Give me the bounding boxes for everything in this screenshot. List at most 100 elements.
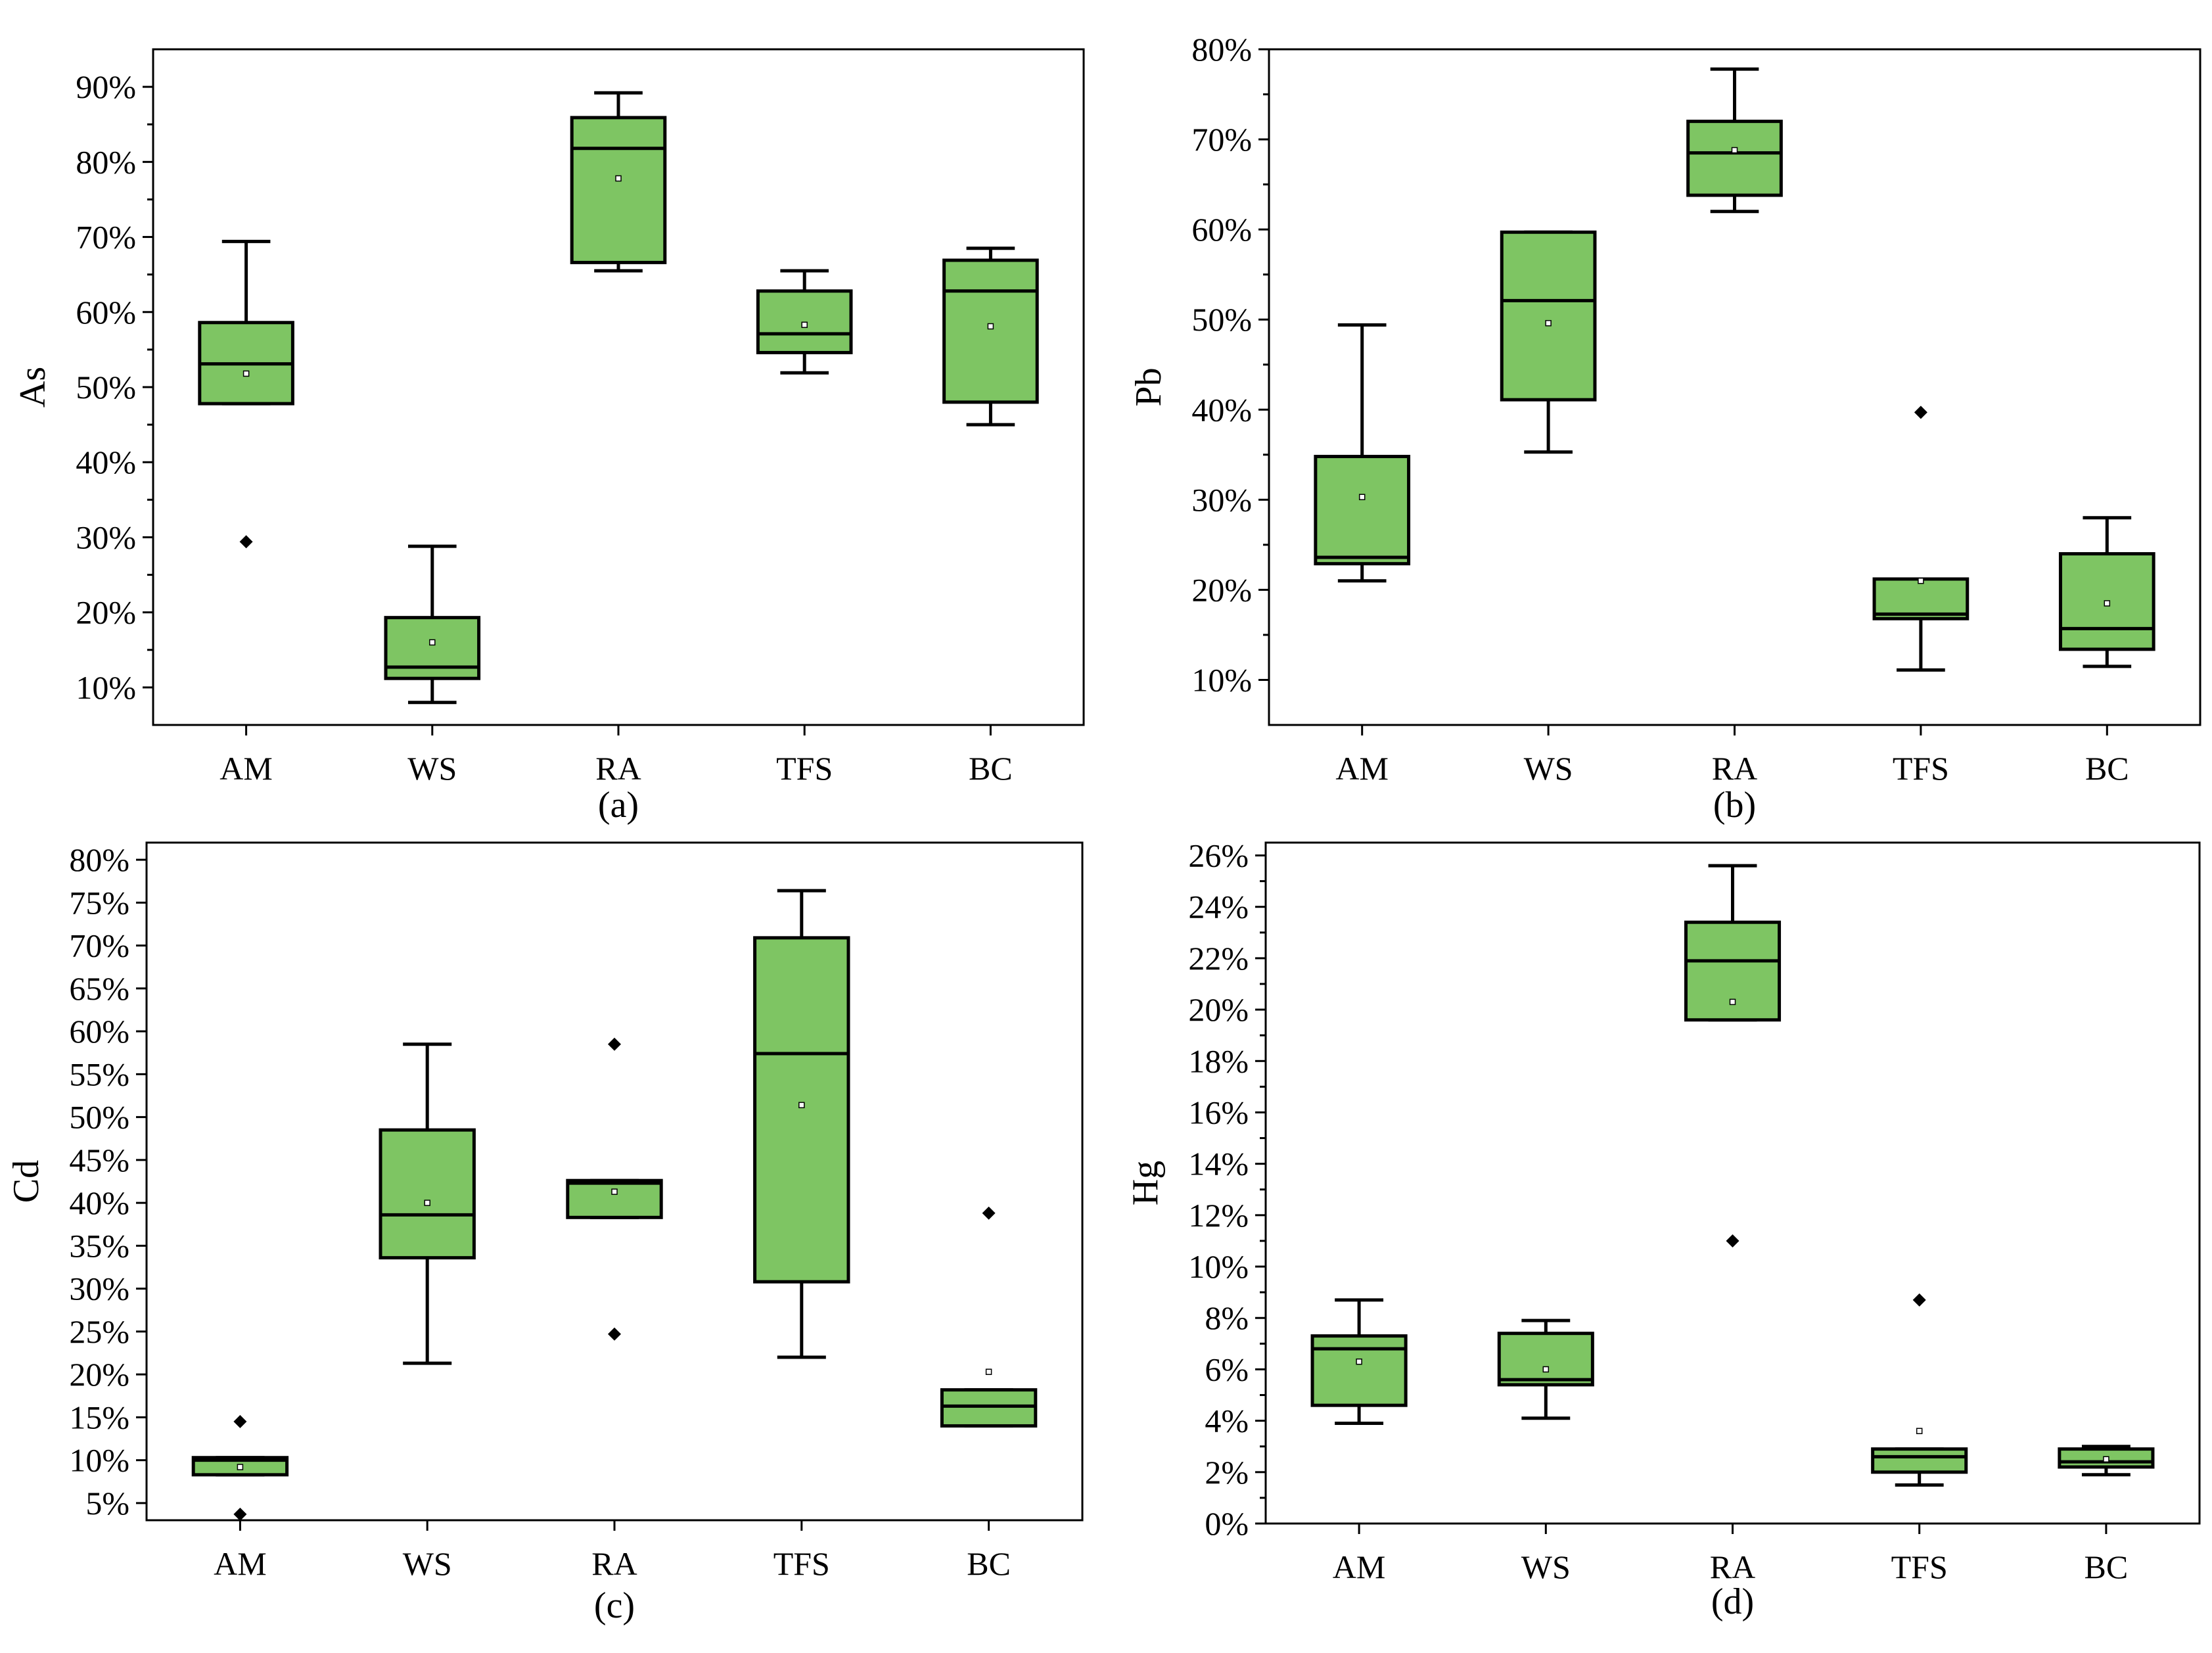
x-tick-label: TFS — [1891, 1548, 1948, 1585]
box-ws — [379, 1042, 476, 1365]
x-tick-label: RA — [1710, 1548, 1755, 1585]
box-body — [753, 936, 850, 1284]
y-tick-label: 24% — [1188, 889, 1249, 925]
mean-marker — [615, 175, 622, 182]
mean-marker — [987, 323, 994, 330]
y-tick-label: 14% — [1188, 1146, 1249, 1182]
y-tick-label: 15% — [69, 1399, 129, 1435]
box-tfs — [1872, 406, 1970, 672]
mean-marker — [424, 1199, 430, 1206]
x-tick-label: AM — [1335, 750, 1389, 787]
mean-marker — [985, 1368, 992, 1375]
mean-marker — [2104, 600, 2111, 607]
mean-marker — [1916, 1428, 1923, 1435]
y-tick-label: 35% — [69, 1227, 129, 1264]
x-tick-label: TFS — [776, 750, 833, 787]
box-ra — [570, 91, 667, 273]
panel-b-pb: 10% 20% 30% 40% 50% 60% 70% 80% Pb AM WS RA TFS BC (b) — [1128, 31, 2201, 826]
box-body — [570, 116, 667, 264]
x-tick-label: AM — [219, 750, 273, 787]
y-tick-label: 20% — [69, 1356, 129, 1393]
y-axis-label: As — [12, 367, 53, 407]
mean-marker — [1545, 319, 1552, 327]
box-body — [1310, 1334, 1408, 1407]
outlier-point — [608, 1037, 621, 1051]
mean-marker — [429, 639, 436, 646]
x-tick-label: WS — [407, 750, 457, 787]
outlier-point — [982, 1206, 996, 1220]
box-body — [1500, 230, 1597, 402]
panel-label: (a) — [598, 785, 639, 826]
box-body — [379, 1128, 476, 1260]
y-tick-label: 60% — [1191, 211, 1252, 248]
y-tick-label: 10% — [76, 669, 136, 706]
box-am — [191, 1414, 289, 1521]
box-body — [2058, 1447, 2155, 1469]
y-tick-label: 6% — [1205, 1351, 1249, 1387]
mean-marker — [1918, 577, 1924, 584]
outlier-point — [1726, 1234, 1740, 1247]
y-tick-label: 90% — [76, 68, 136, 105]
box-am — [1314, 323, 1411, 583]
y-tick-label: 4% — [1205, 1403, 1249, 1439]
box-ra — [1684, 864, 1782, 1247]
y-tick-label: 25% — [69, 1313, 129, 1350]
y-tick-label: 16% — [1188, 1094, 1249, 1130]
box-bc — [2058, 516, 2155, 668]
mean-marker — [237, 1464, 244, 1470]
box-ra — [566, 1037, 663, 1341]
panel-a-as: 10% 20% 30% 40% 50% 60% 70% 80% 90% As AM WS RA TFS BC… — [12, 48, 1085, 826]
x-tick-label: RA — [591, 1545, 637, 1582]
y-axis-label: Pb — [1128, 367, 1169, 406]
panel-d-hg: 0% 2% 4% 6% 8% 10% 12% 14% 16% 18% 20% 22% 24% 26% Hg A… — [1125, 837, 2201, 1622]
y-tick-label: 10% — [1191, 661, 1252, 698]
x-tick-label: TFS — [1893, 750, 1949, 787]
y-tick-label: 50% — [76, 369, 136, 406]
box-tfs — [753, 889, 850, 1359]
mean-marker — [1729, 998, 1736, 1006]
mean-marker — [2103, 1456, 2109, 1463]
box-body — [566, 1178, 663, 1219]
x-tick-label: WS — [1521, 1548, 1571, 1585]
mean-marker — [798, 1102, 805, 1109]
y-tick-label: 2% — [1205, 1454, 1249, 1491]
y-tick-label: 80% — [1191, 31, 1252, 68]
y-tick-label: 45% — [69, 1142, 129, 1178]
mean-marker — [801, 321, 808, 328]
x-tick-label: TFS — [773, 1545, 830, 1582]
y-tick-label: 20% — [1188, 991, 1249, 1028]
y-tick-label: 10% — [69, 1442, 129, 1479]
box-body — [940, 1388, 1038, 1428]
box-body — [384, 616, 481, 680]
x-tick-label: BC — [2085, 1548, 2129, 1585]
y-tick-label: 30% — [76, 519, 136, 555]
y-tick-label: 80% — [69, 841, 129, 878]
mean-marker — [1356, 1358, 1362, 1365]
y-tick-label: 30% — [1191, 481, 1252, 518]
y-tick-label: 5% — [85, 1485, 129, 1522]
box-body — [942, 258, 1039, 404]
box-body — [1686, 120, 1783, 197]
y-tick-label: 8% — [1205, 1299, 1249, 1336]
box-am — [1310, 1298, 1408, 1426]
box-body — [1314, 455, 1411, 566]
outlier-point — [1912, 1293, 1926, 1307]
panel-c-cd: 5% 10% 15% 20% 25% 30% 35% 40% 45% 50% 55% 60% 65% 70… — [6, 841, 1084, 1626]
y-tick-label: 55% — [69, 1056, 129, 1092]
y-tick-label: 20% — [1191, 571, 1252, 608]
y-tick-label: 26% — [1188, 837, 1249, 874]
y-tick-label: 22% — [1188, 940, 1249, 977]
outlier-point — [233, 1507, 247, 1521]
mean-marker — [1542, 1366, 1550, 1373]
x-tick-label: AM — [214, 1545, 267, 1582]
y-axis-label: Cd — [6, 1160, 47, 1203]
y-tick-label: 20% — [76, 594, 136, 631]
y-tick-label: 70% — [69, 927, 129, 964]
y-tick-label: 30% — [69, 1270, 129, 1307]
x-tick-label: WS — [403, 1545, 452, 1582]
box-tfs — [1871, 1293, 1968, 1487]
mean-marker — [611, 1188, 618, 1195]
y-tick-label: 65% — [69, 970, 129, 1007]
y-tick-label: 60% — [76, 294, 136, 331]
